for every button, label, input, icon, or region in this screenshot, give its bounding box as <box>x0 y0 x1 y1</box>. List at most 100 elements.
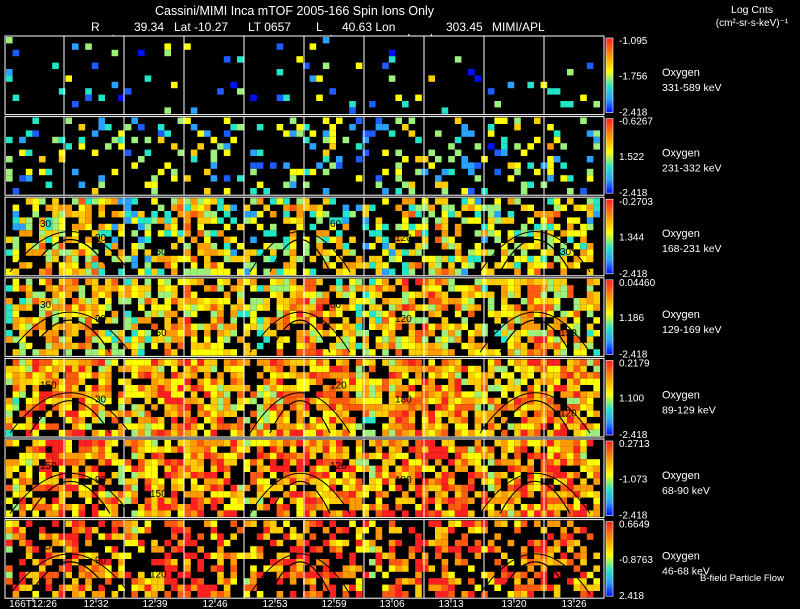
heatmap-cell <box>309 417 317 424</box>
heatmap-cell <box>270 285 277 292</box>
heatmap-cell <box>375 285 383 292</box>
heatmap-cell <box>349 101 356 108</box>
heatmap-cell <box>204 552 211 559</box>
heatmap-cell <box>283 504 290 511</box>
heatmap-cell <box>19 365 26 373</box>
heatmap-cell <box>567 559 574 566</box>
heatmap-cell <box>32 446 39 453</box>
heatmap-cell <box>388 359 396 366</box>
heatmap-cell <box>283 417 290 424</box>
heatmap-cell <box>58 459 66 466</box>
heatmap-cell <box>263 243 270 250</box>
heatmap-cell <box>118 365 125 373</box>
heatmap-cell <box>223 223 231 231</box>
heatmap-cell <box>91 268 99 275</box>
heatmap-cell <box>303 336 310 343</box>
heatmap-cell <box>553 472 561 479</box>
heatmap-cell <box>573 484 581 492</box>
heatmap-cell <box>72 429 79 437</box>
heatmap-cell <box>283 204 290 211</box>
heatmap-cell <box>243 417 251 424</box>
heatmap-cell <box>171 198 178 205</box>
heatmap-cell <box>164 510 171 517</box>
heatmap-cell <box>25 217 33 224</box>
heatmap-cell <box>322 578 330 585</box>
heatmap-cell <box>336 571 343 579</box>
heatmap-cell <box>369 571 376 579</box>
heatmap-cell <box>25 304 33 311</box>
heatmap-cell <box>111 198 119 205</box>
heatmap-cell <box>520 423 528 430</box>
heatmap-cell <box>567 459 574 466</box>
heatmap-cell <box>58 156 66 163</box>
heatmap-cell <box>553 584 561 591</box>
heatmap-cell <box>415 391 422 398</box>
heatmap-cell <box>593 510 600 517</box>
heatmap-cell <box>580 298 587 305</box>
heatmap-cell <box>520 546 528 553</box>
heatmap-cell <box>547 143 554 150</box>
heatmap-cell <box>58 204 66 211</box>
heatmap-cell <box>474 552 482 559</box>
heatmap-cell <box>560 336 567 343</box>
heatmap-cell <box>553 504 561 511</box>
heatmap-cell <box>177 429 185 437</box>
heatmap-cell <box>375 397 383 405</box>
heatmap-cell <box>567 410 574 417</box>
heatmap-cell <box>474 162 482 169</box>
heatmap-cell <box>468 349 475 356</box>
heatmap-cell <box>375 565 383 572</box>
heatmap-cell <box>421 204 429 211</box>
heatmap-cell <box>309 510 317 517</box>
heatmap-cell <box>520 323 528 330</box>
heatmap-cell <box>421 429 429 437</box>
heatmap-cell <box>547 440 554 447</box>
heatmap-cell <box>65 446 72 453</box>
heatmap-cell <box>415 591 422 598</box>
heatmap-cell <box>19 217 26 224</box>
heatmap-cell <box>138 539 145 547</box>
heatmap-cell <box>520 491 528 498</box>
heatmap-cell <box>501 217 508 224</box>
heatmap-cell <box>157 304 165 311</box>
heatmap-cell <box>32 504 39 511</box>
colorbar-tick-label: -0.8763 <box>619 555 653 566</box>
heatmap-cell <box>448 336 455 343</box>
heatmap-cell <box>355 62 363 69</box>
heatmap-cell <box>45 285 53 292</box>
heatmap-cell <box>296 472 303 479</box>
heatmap-cell <box>6 539 13 547</box>
energy-panel: 30901506012030-0.27031.344-2.418Oxygen16… <box>4 196 722 280</box>
heatmap-cell <box>303 404 310 411</box>
heatmap-cell <box>72 391 79 398</box>
heatmap-cell <box>164 446 171 453</box>
heatmap-cell <box>85 397 92 405</box>
heatmap-cell <box>514 198 521 205</box>
heatmap-cell <box>507 230 515 237</box>
heatmap-cell <box>276 198 284 205</box>
heatmap-cell <box>223 117 231 124</box>
heatmap-cell <box>355 365 363 373</box>
heatmap-cell <box>118 130 125 137</box>
heatmap-cell <box>283 94 290 101</box>
heatmap-cell <box>19 230 26 237</box>
heatmap-cell <box>435 510 442 517</box>
heatmap-cell <box>527 304 534 311</box>
panel-species-label: Oxygen <box>662 470 700 482</box>
heatmap-cell <box>428 578 435 585</box>
heatmap-cell <box>105 243 112 250</box>
heatmap-cell <box>553 211 561 218</box>
heatmap-cell <box>349 107 356 114</box>
heatmap-cell <box>375 472 383 479</box>
heatmap-cell <box>395 323 402 330</box>
heatmap-cell <box>270 211 277 218</box>
heatmap-cell <box>375 317 383 324</box>
heatmap-cell <box>124 285 132 292</box>
heatmap-cell <box>283 459 290 466</box>
heatmap-cell <box>580 591 587 598</box>
heatmap-cell <box>72 268 79 275</box>
heatmap-cell <box>65 291 72 298</box>
heatmap-cell <box>157 268 165 275</box>
heatmap-cell <box>553 559 561 566</box>
heatmap-cell <box>45 465 53 472</box>
